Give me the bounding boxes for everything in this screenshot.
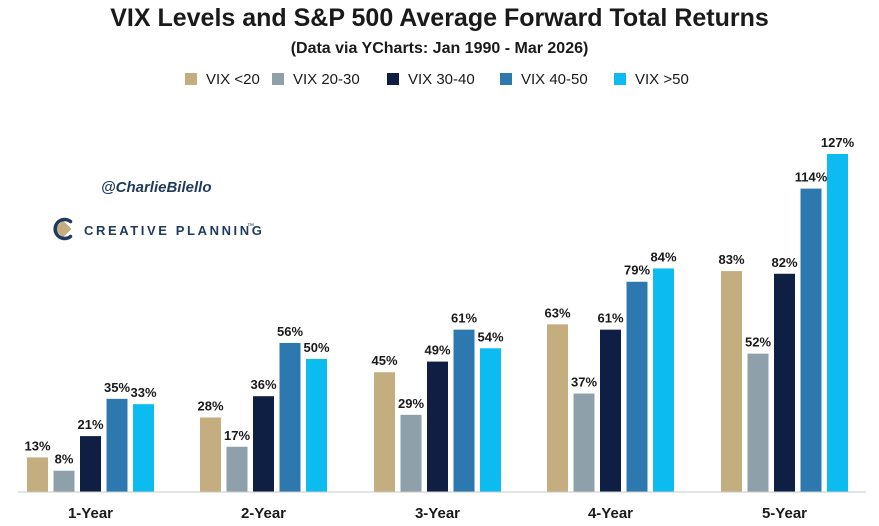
bar-value-label: 79%: [624, 263, 650, 278]
bar-value-label: 37%: [571, 375, 597, 390]
bar: [80, 436, 101, 492]
brand-name: CREATIVE PLANNING: [84, 223, 264, 238]
bar: [480, 348, 501, 492]
legend-swatch: [387, 73, 399, 85]
bar-value-label: 83%: [718, 252, 744, 267]
bar: [133, 404, 154, 492]
bar: [774, 273, 795, 492]
bar-value-label: 82%: [771, 255, 797, 270]
bar-value-label: 21%: [77, 417, 103, 432]
bar-value-label: 35%: [104, 380, 130, 395]
category-label: 5-Year: [762, 505, 807, 522]
bar-value-label: 56%: [277, 324, 303, 339]
bar-value-label: 114%: [795, 170, 828, 185]
legend-swatch: [185, 73, 197, 85]
bar: [279, 342, 301, 492]
chart-title: VIX Levels and S&P 500 Average Forward T…: [110, 4, 769, 32]
bar: [573, 393, 595, 492]
bar-value-label: 52%: [745, 335, 771, 350]
bar-value-label: 49%: [424, 343, 450, 358]
bar: [27, 457, 48, 492]
bar-value-label: 61%: [597, 311, 623, 326]
bar-value-label: 36%: [250, 377, 276, 392]
bar-value-label: 29%: [398, 396, 424, 411]
legend-label: VIX >50: [635, 71, 689, 88]
bar-value-label: 54%: [477, 329, 503, 344]
bar-series-group: 13% 28% 45% 63% 83% 8% 17% 29% 37% 52% 21% 36% 49% 61…: [24, 135, 855, 492]
legend-label: VIX <20: [206, 71, 260, 88]
bar: [106, 398, 128, 492]
legend-swatch: [614, 73, 626, 85]
legend-label: VIX 20-30: [293, 71, 360, 88]
chart-legend: VIX <20 VIX 20-30 VIX 30-40 VIX 40-50 VIX >5…: [185, 71, 689, 88]
bar: [253, 396, 274, 492]
bar-value-label: 61%: [451, 311, 477, 326]
chart-subtitle: (Data via YCharts: Jan 1990 - Mar 2026): [291, 40, 589, 57]
bar: [374, 372, 395, 492]
bar: [547, 324, 568, 492]
category-labels: 1-Year 2-Year 3-Year 4-Year 5-Year: [68, 505, 807, 522]
bar: [653, 268, 674, 492]
category-label: 3-Year: [415, 505, 460, 522]
bar: [600, 329, 621, 492]
bar: [53, 470, 75, 492]
trademark-mark: ™: [247, 223, 254, 230]
bar: [226, 446, 248, 492]
bar: [306, 358, 327, 492]
bar-value-label: 33%: [130, 385, 156, 400]
author-handle: @CharlieBilello: [101, 179, 212, 196]
bar: [800, 188, 822, 492]
bar-value-label: 8%: [55, 452, 74, 467]
bar: [721, 271, 742, 492]
bar-value-label: 84%: [650, 249, 676, 264]
bar: [827, 154, 848, 492]
bar-value-label: 28%: [197, 398, 223, 413]
legend-swatch: [272, 73, 284, 85]
legend-label: VIX 30-40: [408, 71, 475, 88]
watermark: @CharlieBilello CREATIVE PLANNING ™: [53, 179, 264, 241]
bar: [747, 353, 769, 492]
category-label: 2-Year: [241, 505, 286, 522]
legend-label: VIX 40-50: [521, 71, 588, 88]
legend-swatch: [500, 73, 512, 85]
creative-planning-logo-icon: [53, 217, 73, 241]
bar: [427, 361, 448, 492]
bar-value-label: 50%: [303, 340, 329, 355]
bar: [400, 414, 422, 492]
bar-value-label: 63%: [544, 305, 570, 320]
category-label: 4-Year: [588, 505, 633, 522]
bar-value-label: 17%: [224, 428, 250, 443]
bar-value-label: 127%: [821, 135, 855, 150]
category-label: 1-Year: [68, 505, 113, 522]
bar: [626, 281, 648, 492]
bar: [453, 329, 475, 492]
bar-value-label: 45%: [371, 353, 397, 368]
bar-value-label: 13%: [24, 438, 50, 453]
bar: [200, 417, 221, 492]
